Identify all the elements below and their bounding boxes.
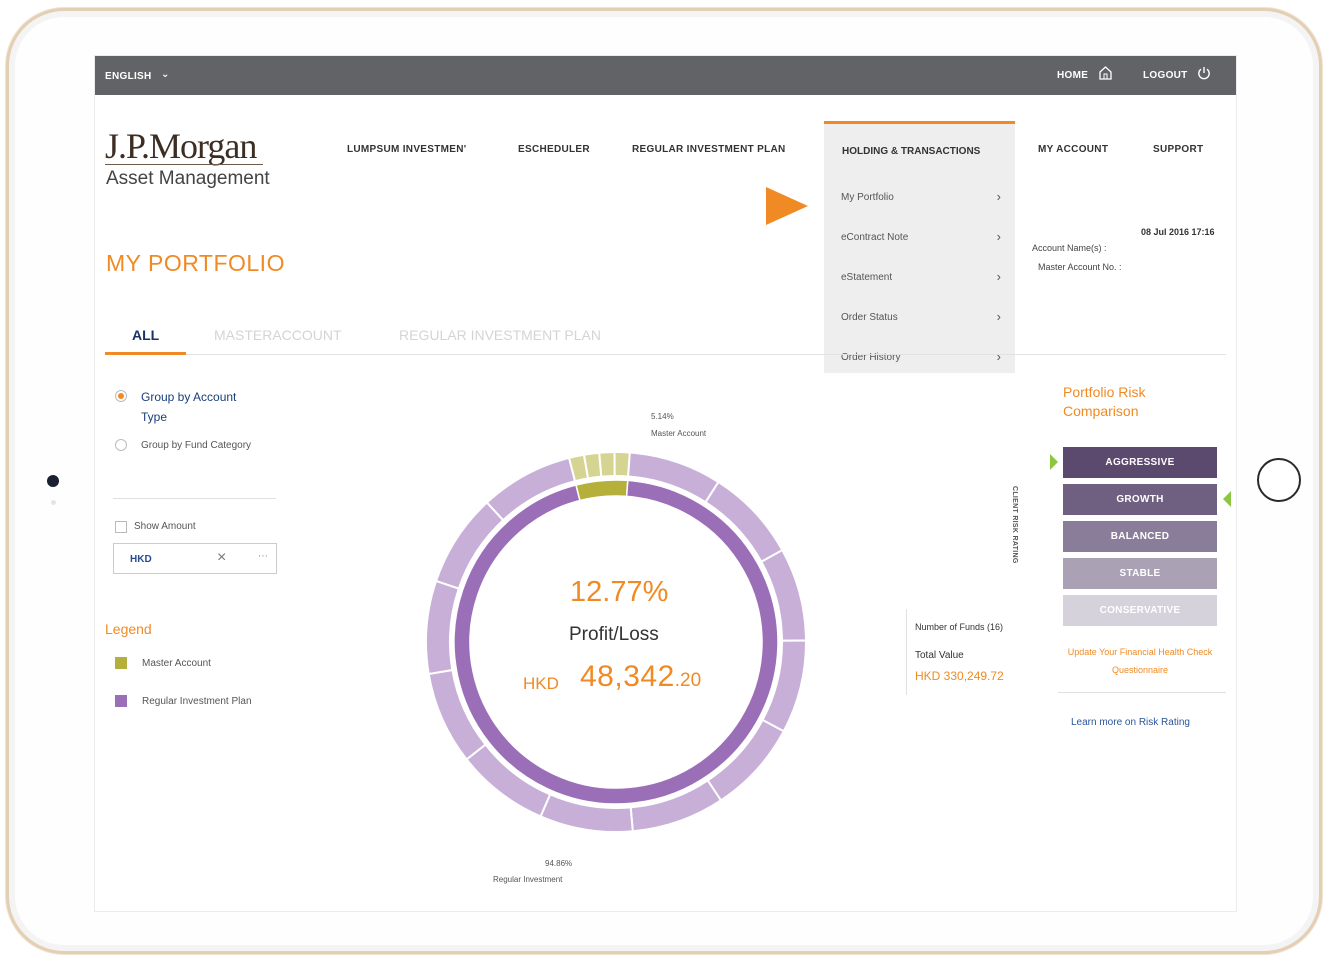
donut-outer-segment[interactable] [598,452,616,478]
account-name-label: Account Name(s) : [1032,243,1107,253]
group-by-fund-label[interactable]: Group by Fund Category [141,440,252,451]
home-link[interactable]: HOME [1057,70,1089,81]
show-amount-label[interactable]: Show Amount [134,521,196,532]
amount-integer: 48,342 [580,660,675,693]
currency-select[interactable]: HKD × ⋯ [113,543,277,574]
legend-swatch-master [115,657,127,669]
total-value-label: Total Value [915,650,964,661]
sensor-dot [51,500,56,505]
profit-loss-label: Profit/Loss [569,624,659,645]
menu-item-label: eContract Note [841,232,909,243]
logo-divider [105,164,263,165]
legend-swatch-rip [115,695,127,707]
total-value: HKD 330,249.72 [915,669,1004,683]
legend-title: Legend [105,621,152,637]
risk-level-balanced: BALANCED [1063,521,1217,552]
menu-item-order-status[interactable]: Order Status › [841,309,1001,324]
summary-divider [906,609,907,695]
donut-inner-slice-1[interactable] [453,479,779,805]
master-account-label: Master Account No. : [1038,262,1122,272]
menu-item-label: Order History [841,352,901,363]
number-of-funds: Number of Funds (16) [915,622,1004,632]
client-risk-rating-label: CLIENT RISK RATING [1011,486,1018,564]
risk-level-growth: GROWTH [1063,484,1217,515]
menu-item-order-history[interactable]: Order History › [841,349,1001,364]
master-pct-label: 5.14% [651,412,674,421]
regular-pct-label: 94.86% [545,859,573,868]
tab-regular-investment-plan[interactable]: REGULAR INVESTMENT PLAN [399,327,602,343]
currency-value: HKD [130,554,152,565]
sidebar-divider [113,498,276,499]
risk-divider [1058,692,1226,693]
menu-item-label: Order Status [841,312,898,323]
menu-item-label: eStatement [841,272,893,283]
language-selector[interactable]: ENGLISH [105,71,152,82]
nav-escheduler[interactable]: ESCHEDULER [518,144,590,155]
menu-item-my-portfolio[interactable]: My Portfolio › [841,189,1001,204]
profit-loss-percent: 12.77% [570,576,669,608]
chevron-right-icon: › [996,189,1001,204]
nav-support[interactable]: SUPPORT [1153,144,1204,155]
top-bar: ENGLISH ⌄ HOME LOGOUT [95,56,1236,95]
tab-masteraccount[interactable]: MASTERACCOUNT [214,327,342,343]
power-icon[interactable] [1197,66,1211,80]
group-by-fund-radio[interactable] [115,439,127,451]
menu-item-label: My Portfolio [841,192,894,203]
legend-label-master: Master Account [142,658,211,669]
regular-name-label: Regular Investment [493,875,563,884]
amount-decimals: .20 [674,670,702,691]
client-risk-marker-icon [1050,454,1058,470]
donut-outer-segment[interactable] [485,456,577,522]
active-tab-indicator [105,352,186,355]
nav-holding-transactions[interactable]: HOLDING & TRANSACTIONS [842,146,981,157]
callout-arrow-icon [766,187,808,225]
brand-logo[interactable]: J.P.Morgan [105,126,257,166]
chevron-right-icon: › [996,229,1001,244]
tab-all[interactable]: ALL [132,327,160,343]
chevron-right-icon: › [996,349,1001,364]
page-title: MY PORTFOLIO [106,250,285,276]
brand-subtitle: Asset Management [106,168,270,189]
nav-lumpsum[interactable]: LUMPSUM INVESTMEN' [347,144,467,155]
group-by-account-label[interactable]: Group by Account Type [141,390,237,424]
profit-loss-currency: HKD [523,674,559,693]
donut-inner-slice-0[interactable] [575,479,629,502]
chevron-right-icon: › [996,309,1001,324]
profit-loss-amount: 48,342.20 [580,660,701,694]
nav-regular-investment[interactable]: REGULAR INVESTMENT PLAN [632,144,786,155]
chevron-right-icon: › [996,269,1001,284]
clear-icon[interactable]: × [217,549,227,566]
risk-level-stable: STABLE [1063,558,1217,589]
chevron-down-icon[interactable]: ⌄ [161,69,170,80]
dropdown-icon[interactable]: ⋯ [258,551,268,562]
portfolio-donut-chart[interactable] [426,452,806,832]
nav-my-account[interactable]: MY ACCOUNT [1038,144,1109,155]
home-icon[interactable] [1099,66,1112,80]
update-questionnaire-link[interactable]: Update Your Financial Health Check Quest… [1067,647,1213,675]
legend-label-rip: Regular Investment Plan [142,696,252,707]
menu-item-econtract-note[interactable]: eContract Note › [841,229,1001,244]
last-updated-timestamp: 08 Jul 2016 17:16 [1141,227,1215,237]
risk-level-aggressive: AGGRESSIVE [1063,447,1217,478]
holdings-dropdown: HOLDING & TRANSACTIONS My Portfolio › eC… [824,121,1015,373]
master-name-label: Master Account [651,429,707,438]
group-by-account-radio[interactable] [115,390,127,402]
tab-divider [105,354,1226,355]
logout-link[interactable]: LOGOUT [1143,70,1188,81]
tablet-home-button[interactable] [1257,458,1301,502]
show-amount-checkbox[interactable] [115,521,127,533]
app-screen: ENGLISH ⌄ HOME LOGOUT J.P.Morgan Asset M… [95,56,1236,911]
portfolio-risk-marker-icon [1223,491,1231,507]
front-camera [47,475,59,487]
risk-comparison-title: Portfolio Risk Comparison [1063,384,1146,419]
menu-item-estatement[interactable]: eStatement › [841,269,1001,284]
learn-risk-rating-link[interactable]: Learn more on Risk Rating [1071,717,1190,728]
risk-level-conservative: CONSERVATIVE [1063,595,1217,626]
